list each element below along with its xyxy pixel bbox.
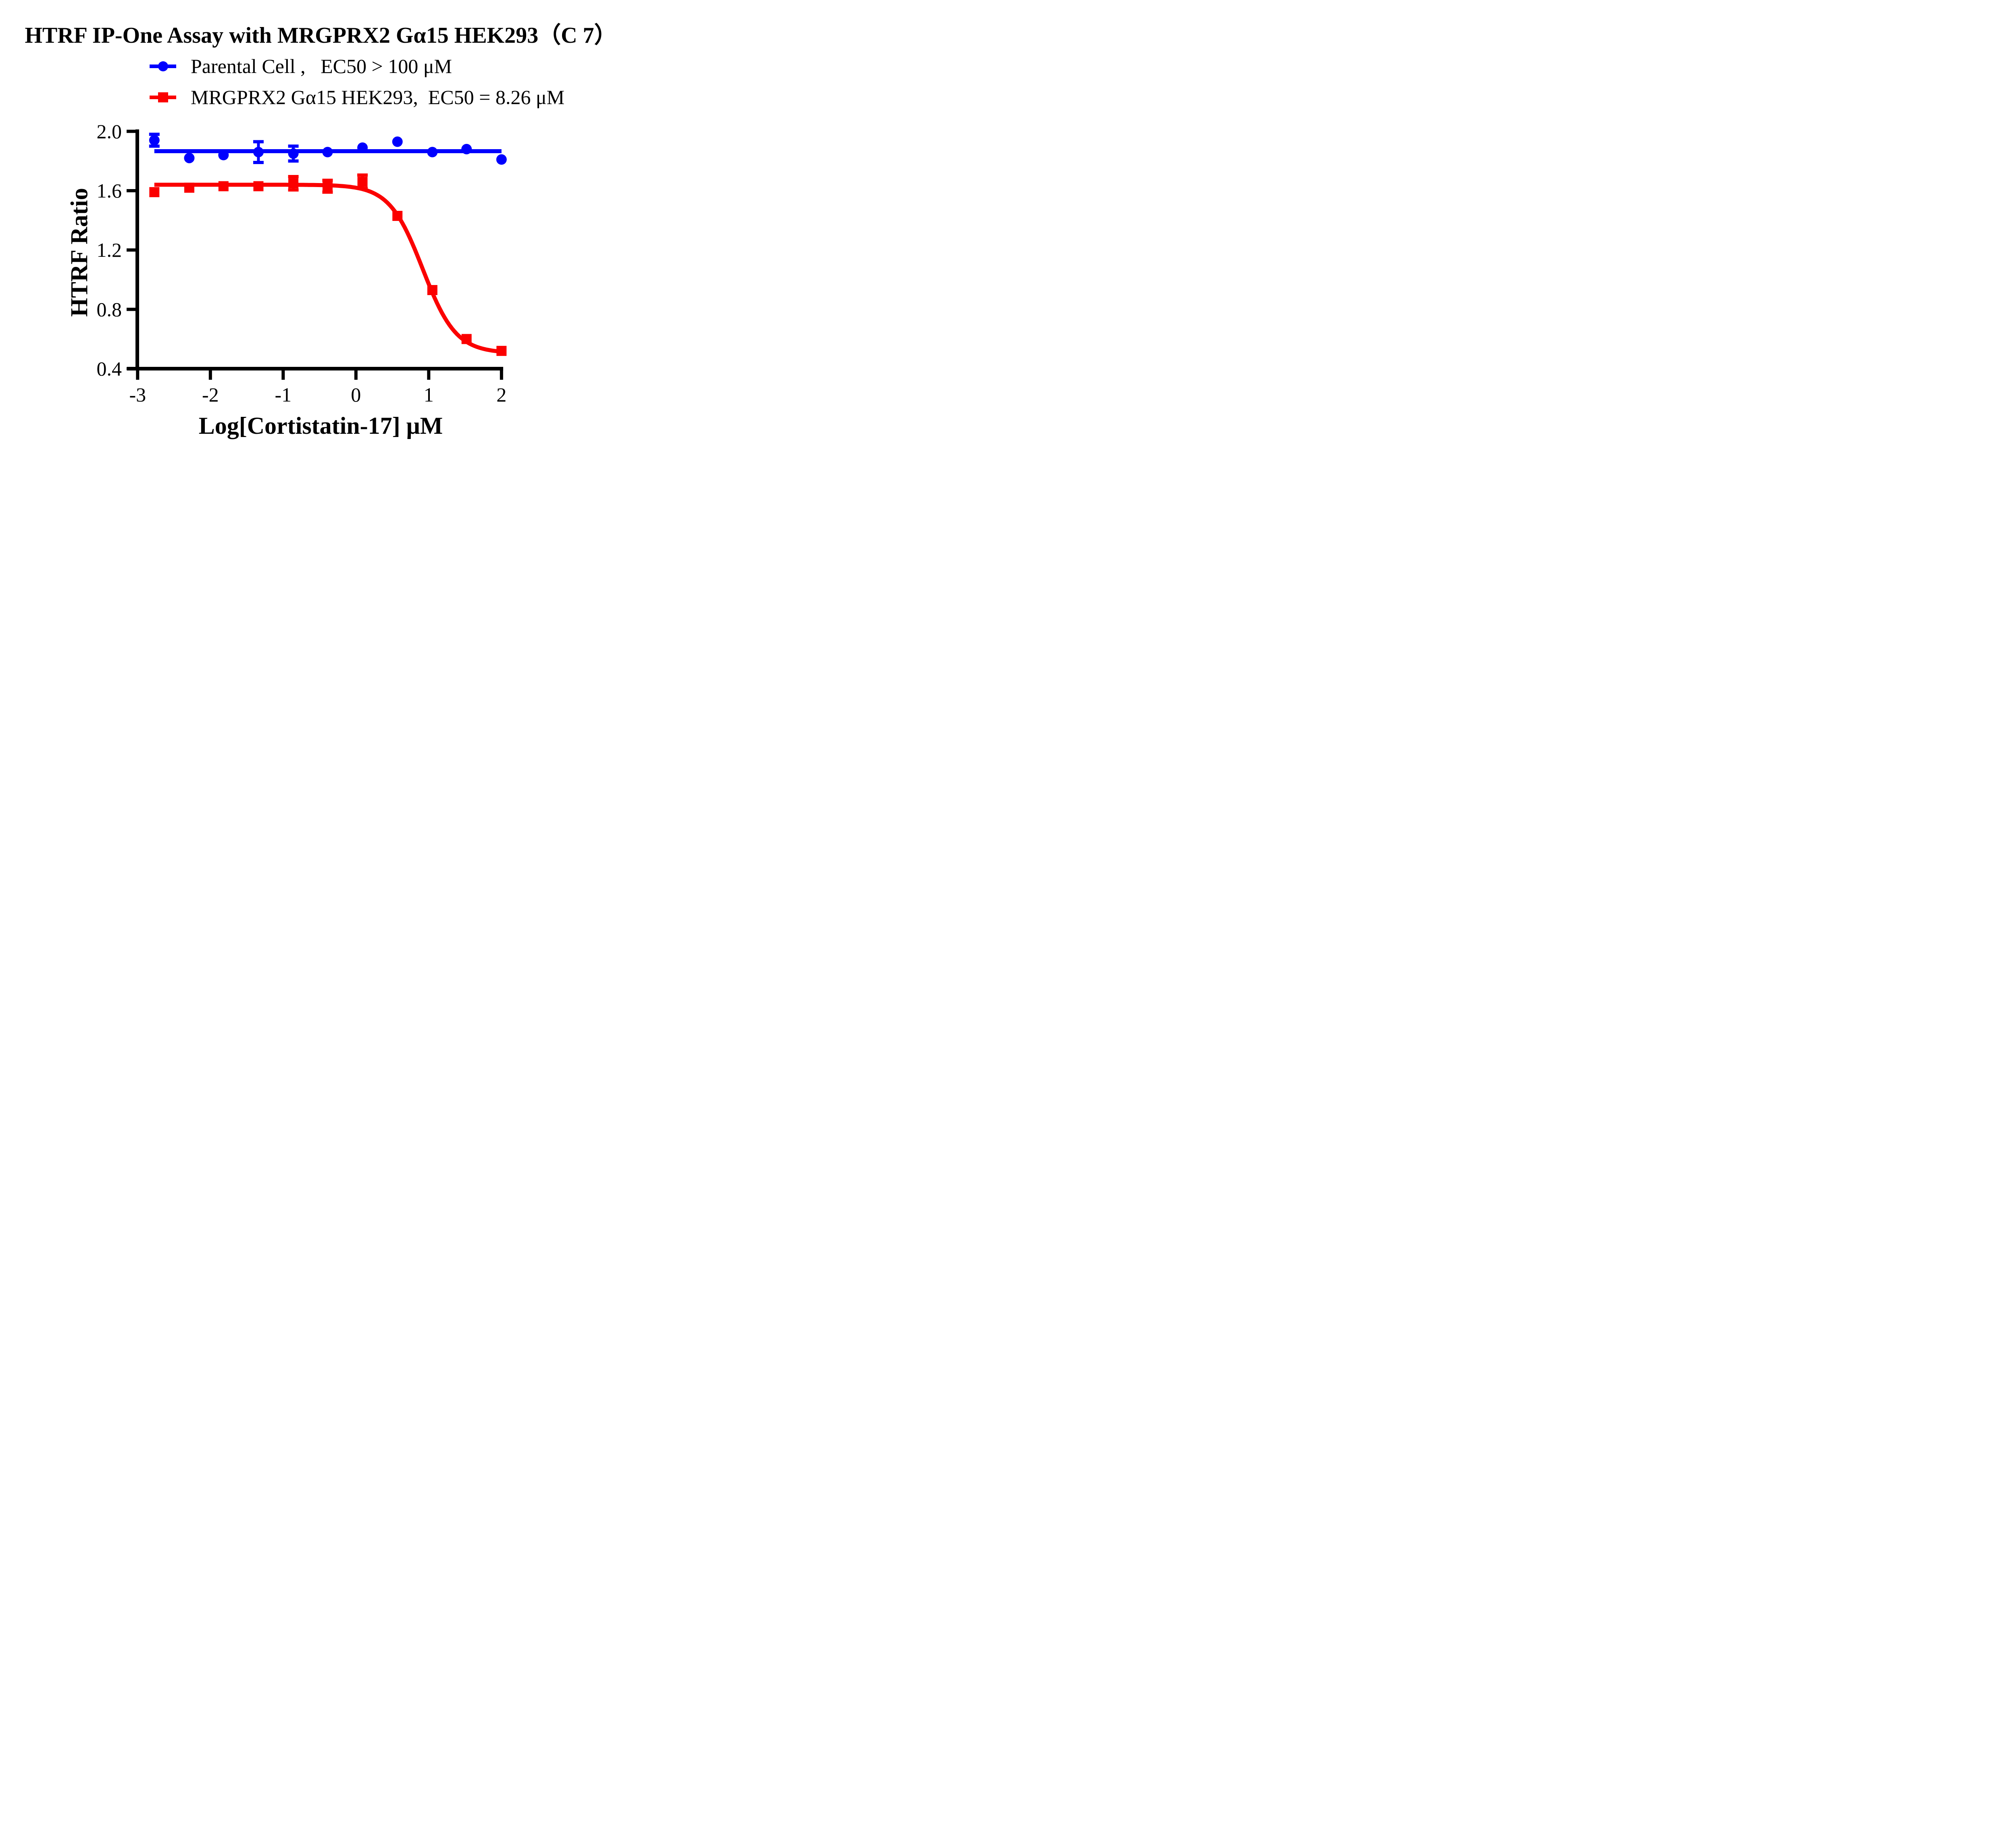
legend-item-parental: Parental Cell , EC50 > 100 μM — [150, 55, 564, 77]
data-point-mrgprx2-g-15-hek293 — [184, 183, 194, 193]
y-tick-label: 2.0 — [97, 120, 122, 143]
data-point-mrgprx2-g-15-hek293 — [322, 181, 333, 191]
legend-marker-square — [150, 86, 176, 108]
chart-title: HTRF IP-One Assay with MRGPRX2 Gα15 HEK2… — [25, 23, 617, 48]
data-point-mrgprx2-g-15-hek293 — [392, 211, 403, 221]
dose-response-plot: 2.0 1.6 1.2 0.8 0.4 -3 -2 -1 0 1 2 — [97, 120, 507, 406]
x-tick-label: -3 — [129, 383, 146, 406]
x-tick-label: 2 — [496, 383, 506, 406]
data-point-mrgprx2-g-15-hek293 — [218, 181, 229, 191]
legend-marker-circle — [150, 55, 176, 77]
data-point-mrgprx2-g-15-hek293 — [149, 187, 160, 198]
data-point-parental-cell — [184, 152, 195, 163]
data-point-parental-cell — [392, 136, 403, 147]
data-point-mrgprx2-g-15-hek293 — [461, 334, 472, 344]
y-tick-label: 0.4 — [97, 358, 122, 380]
legend-label-mrgprx2: MRGPRX2 Gα15 HEK293, EC50 = 8.26 μM — [191, 86, 565, 108]
x-tick-label: 1 — [424, 383, 434, 406]
legend: Parental Cell , EC50 > 100 μM MRGPRX2 Gα… — [150, 55, 564, 117]
legend-item-mrgprx2: MRGPRX2 Gα15 HEK293, EC50 = 8.26 μM — [150, 86, 564, 108]
data-point-mrgprx2-g-15-hek293 — [357, 177, 368, 187]
data-point-parental-cell — [288, 148, 299, 159]
data-point-mrgprx2-g-15-hek293 — [253, 181, 264, 191]
data-point-mrgprx2-g-15-hek293 — [427, 285, 437, 296]
fit-curve-mrgprx2-g-15-hek293 — [154, 183, 502, 354]
y-tick-label: 0.8 — [97, 298, 122, 320]
x-axis-title: Log[Cortistatin-17] μM — [198, 412, 443, 439]
data-point-parental-cell — [461, 144, 472, 154]
data-point-parental-cell — [427, 147, 438, 158]
data-point-parental-cell — [496, 154, 507, 165]
y-tick-label: 1.2 — [97, 239, 122, 261]
x-tick-label: -2 — [202, 383, 219, 406]
square-marker-icon — [158, 92, 168, 102]
data-point-parental-cell — [253, 147, 264, 158]
legend-label-parental: Parental Cell , EC50 > 100 μM — [191, 55, 452, 77]
data-point-parental-cell — [322, 147, 333, 158]
circle-marker-icon — [158, 61, 168, 71]
data-point-parental-cell — [357, 142, 368, 153]
data-point-parental-cell — [149, 135, 160, 146]
figure-canvas: HTRF IP-One Assay with MRGPRX2 Gα15 HEK2… — [0, 0, 631, 456]
y-axis-title: HTRF Ratio — [66, 188, 93, 317]
data-point-mrgprx2-g-15-hek293 — [496, 345, 507, 356]
data-point-parental-cell — [218, 150, 229, 160]
data-point-mrgprx2-g-15-hek293 — [288, 178, 299, 189]
x-tick-label: -1 — [275, 383, 292, 406]
y-tick-label: 1.6 — [97, 179, 122, 202]
x-tick-label: 0 — [351, 383, 361, 406]
